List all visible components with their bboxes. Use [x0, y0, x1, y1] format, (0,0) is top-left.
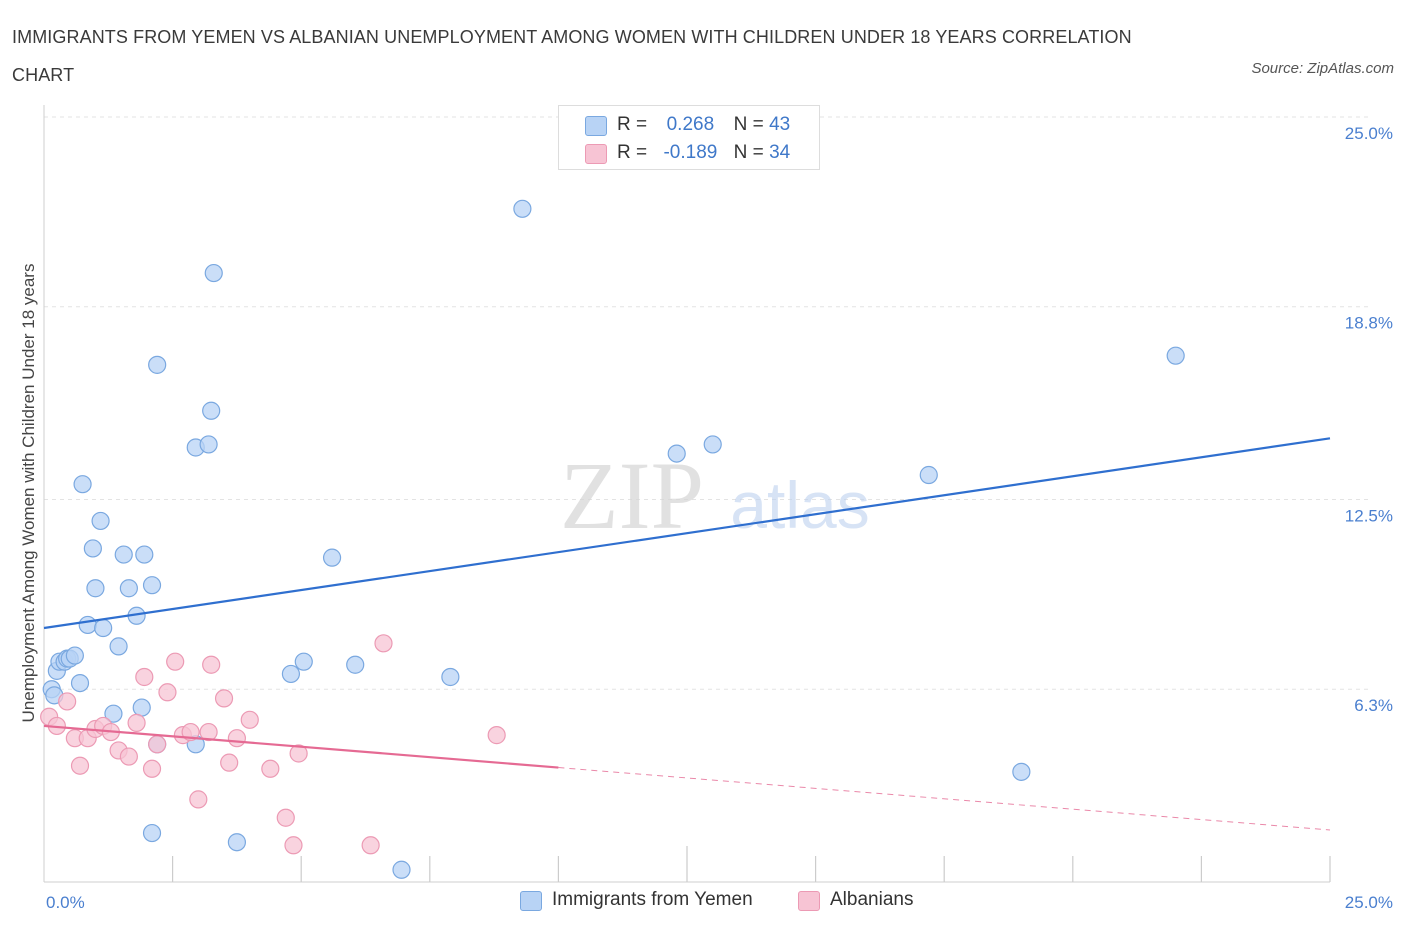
point-yemen: [142, 576, 162, 595]
point-albanians: [276, 808, 295, 827]
tick-labels: 6.3% 12.5% 18.8% 25.0% 0.0% 25.0%: [46, 124, 1393, 912]
point-yemen: [65, 646, 84, 665]
point-yemen: [227, 833, 246, 852]
point-yemen: [294, 652, 313, 671]
legend-swatch-yemen: [585, 116, 607, 136]
point-albanians: [227, 729, 246, 748]
point-yemen: [441, 667, 460, 687]
point-albanians: [158, 683, 177, 702]
point-yemen: [1166, 346, 1185, 365]
point-yemen: [119, 579, 138, 598]
point-albanians: [70, 756, 90, 775]
y-tick-label: 6.3%: [1354, 696, 1393, 715]
point-albanians: [361, 836, 380, 855]
point-yemen: [114, 545, 133, 564]
legend-swatch-albanians: [798, 891, 820, 911]
y-axis-label: Unemployment Among Women with Children U…: [19, 264, 38, 723]
point-albanians: [202, 655, 221, 674]
point-yemen: [346, 655, 365, 674]
point-albanians: [135, 667, 154, 687]
point-albanians: [119, 747, 138, 766]
point-yemen: [667, 444, 686, 463]
point-albanians: [261, 759, 280, 778]
point-yemen: [104, 704, 123, 723]
point-yemen: [281, 664, 301, 684]
y-tick-label: 12.5%: [1345, 507, 1393, 526]
point-albanians: [199, 722, 218, 742]
legend-swatch-albanians: [585, 144, 607, 164]
x-tick-label-max: 25.0%: [1345, 893, 1393, 912]
series-immigrants-from-yemen-points: [42, 199, 1185, 879]
legend-n-label: N =: [733, 142, 764, 163]
point-albanians: [148, 735, 167, 754]
y-tick-label: 25.0%: [1345, 124, 1393, 143]
gridlines: [44, 116, 1370, 690]
point-yemen: [148, 355, 167, 374]
series-albanians-points: [40, 634, 506, 855]
legend-text-yemen: R = 0.268 N = 43: [617, 114, 790, 136]
legend-r-label: R =: [617, 114, 648, 135]
point-yemen: [91, 511, 110, 531]
point-yemen: [919, 465, 938, 485]
point-yemen: [703, 435, 722, 454]
point-yemen: [135, 545, 154, 564]
trend-line-yemen: [43, 437, 1331, 630]
x-tick-label-min: 0.0%: [46, 893, 85, 912]
point-albanians: [142, 759, 162, 778]
point-albanians: [166, 652, 185, 671]
trend-lines: [43, 437, 1331, 831]
legend-n-label: N =: [733, 114, 764, 135]
trend-line-albanians-extrapolated: [558, 767, 1331, 831]
point-yemen: [322, 548, 342, 567]
trend-line-albanians: [43, 724, 559, 769]
point-yemen: [83, 539, 102, 558]
point-albanians: [189, 790, 208, 809]
point-yemen: [1012, 762, 1031, 781]
point-yemen: [73, 475, 92, 494]
legend-n-value-yemen: 43: [769, 114, 791, 135]
point-yemen: [109, 637, 128, 656]
point-yemen: [86, 579, 105, 598]
point-albanians: [374, 634, 393, 653]
point-yemen: [204, 263, 223, 283]
point-albanians: [127, 713, 146, 732]
point-albanians: [220, 753, 239, 772]
legend-n-value-albanians: 34: [769, 142, 791, 163]
legend-label-albanians: Albanians: [830, 889, 914, 910]
watermark: ZIP atlas: [560, 442, 870, 549]
chart-source: Source: ZipAtlas.com: [1251, 60, 1394, 77]
series-legend: Immigrants from Yemen Albanians: [0, 888, 1406, 918]
point-yemen: [94, 618, 113, 638]
legend-r-value-albanians: -0.189: [663, 142, 718, 163]
watermark-atlas: atlas: [730, 468, 869, 542]
legend-r-value-yemen: 0.268: [666, 114, 715, 135]
point-yemen: [202, 401, 221, 420]
legend-label-yemen: Immigrants from Yemen: [552, 889, 753, 910]
point-albanians: [240, 710, 259, 729]
legend-swatch-yemen: [520, 891, 542, 911]
legend-text-albanians: R = -0.189 N = 34: [617, 142, 790, 164]
legend-r-label: R =: [617, 142, 648, 163]
point-yemen: [199, 435, 218, 454]
point-yemen: [142, 823, 162, 843]
point-albanians: [214, 689, 234, 708]
point-albanians: [284, 836, 303, 855]
point-albanians: [487, 726, 506, 745]
point-albanians: [289, 744, 308, 763]
axes: [43, 105, 1331, 883]
point-yemen: [392, 860, 411, 879]
point-yemen: [513, 199, 532, 218]
point-yemen: [132, 698, 151, 717]
point-yemen: [70, 673, 90, 693]
chart-title: IMMIGRANTS FROM YEMEN VS ALBANIAN UNEMPL…: [12, 27, 1132, 85]
point-yemen: [78, 615, 97, 635]
point-albanians: [58, 692, 77, 711]
point-albanians: [181, 722, 200, 742]
y-tick-label: 18.8%: [1345, 314, 1393, 333]
correlation-legend: R = 0.268 N = 43 R = -0.189 N = 34: [558, 105, 820, 170]
